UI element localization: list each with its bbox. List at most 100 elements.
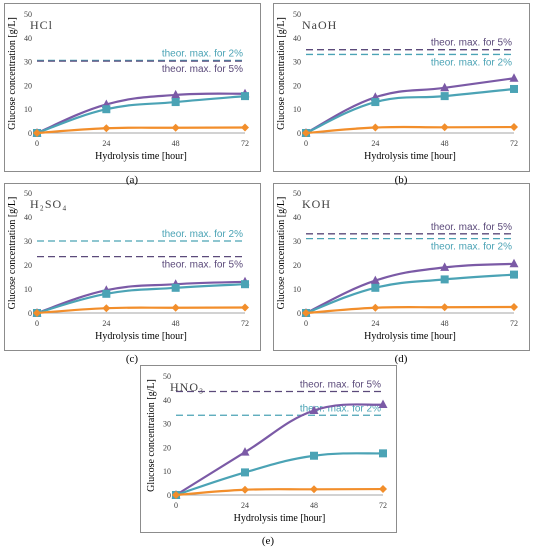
chart-panel-h2so4 [4, 183, 261, 351]
series-line-purple-hcl [36, 92, 246, 135]
x-tick-label-h2so4: 48 [172, 319, 180, 328]
y-tick-label-h2so4: 40 [24, 213, 32, 222]
chart-panel-hno3 [140, 365, 397, 533]
x-tick-label-hno3: 72 [379, 501, 387, 510]
caption-a: (a) [125, 174, 139, 186]
data-point-diamond-naoh [302, 129, 310, 137]
series-line-orange-hcl [36, 126, 246, 135]
series-line-orange-h2so4 [36, 306, 246, 315]
data-point-diamond-h2so4 [102, 304, 111, 313]
theor-max-label-hno3: theor. max. for 2% [300, 403, 381, 414]
x-tick-label-naoh: 48 [441, 139, 449, 148]
theor-max-label-h2so4: theor. max. for 5% [162, 260, 243, 271]
series-line-teal-hcl [36, 95, 246, 135]
y-tick-label-hcl: 50 [24, 10, 32, 19]
x-tick-label-naoh: 72 [510, 139, 518, 148]
data-point-square-hno3 [241, 468, 249, 477]
data-point-diamond-naoh [510, 123, 518, 132]
x-tick-label-koh: 48 [441, 319, 449, 328]
series-line-teal-naoh [305, 87, 515, 135]
y-tick-label-hno3: 30 [163, 420, 171, 429]
data-point-diamond-hcl [171, 123, 180, 132]
data-point-diamond-h2so4 [33, 309, 41, 317]
chart-title-h2so4: H₂SO₄ [30, 197, 68, 211]
data-point-diamond-koh [302, 309, 310, 317]
data-point-diamond-h2so4 [241, 303, 249, 312]
x-axis-label-koh: Hydrolysis time [hour] [364, 331, 456, 342]
data-point-diamond-h2so4 [171, 303, 180, 312]
caption-e: (e) [261, 535, 275, 547]
data-point-diamond-koh [510, 303, 518, 311]
theor-max-label-h2so4: theor. max. for 2% [162, 229, 243, 240]
x-tick-label-hcl: 72 [241, 139, 249, 148]
x-tick-label-hcl: 0 [35, 139, 39, 148]
y-tick-label-hcl: 20 [24, 81, 32, 90]
theor-max-label-hno3: theor. max. for 5% [300, 379, 381, 390]
theor-max-label-hcl: theor. max. for 2% [162, 48, 243, 59]
x-tick-label-koh: 24 [371, 319, 379, 328]
data-point-square-h2so4 [102, 289, 111, 298]
theor-max-label-hcl: theor. max. for 5% [162, 64, 243, 75]
chart-title-hcl: HCl [30, 18, 54, 32]
x-axis-label-hno3: Hydrolysis time [hour] [234, 513, 326, 524]
y-tick-label-hno3: 0 [167, 491, 171, 500]
series-line-teal-hno3 [175, 452, 384, 497]
theor-max-label-koh: theor. max. for 5% [431, 222, 512, 233]
x-tick-label-hno3: 48 [310, 501, 318, 510]
series-line-orange-koh [305, 305, 515, 315]
y-tick-label-hno3: 50 [163, 372, 171, 381]
data-point-diamond-hcl [102, 124, 111, 133]
series-line-orange-hno3 [175, 487, 384, 497]
y-tick-label-koh: 40 [293, 213, 301, 222]
data-point-square-naoh [371, 98, 380, 107]
y-tick-label-hno3: 10 [163, 467, 171, 476]
data-point-square-hcl [241, 92, 249, 101]
x-tick-label-hno3: 24 [241, 501, 249, 510]
data-point-triangle-hno3 [240, 447, 250, 456]
x-tick-label-h2so4: 72 [241, 319, 249, 328]
series-line-purple-hno3 [175, 403, 384, 496]
y-tick-label-hno3: 40 [163, 396, 171, 405]
y-tick-label-naoh: 30 [293, 58, 301, 67]
data-point-square-naoh [510, 84, 518, 93]
data-point-diamond-naoh [440, 123, 449, 132]
chart-panel-koh [273, 183, 530, 351]
x-tick-label-naoh: 0 [304, 139, 308, 148]
x-tick-label-hcl: 24 [102, 139, 110, 148]
y-tick-label-naoh: 10 [293, 105, 301, 114]
series-line-teal-koh [305, 273, 515, 315]
data-point-triangle-naoh [509, 73, 519, 82]
chart-title-hno3: HNO₃ [170, 380, 205, 394]
data-point-triangle-koh [370, 275, 380, 285]
caption-d: (d) [394, 353, 408, 365]
y-tick-label-koh: 30 [293, 237, 301, 246]
y-axis-label-naoh: Glucose concentration [g/L] [276, 17, 287, 130]
caption-b: (b) [394, 174, 408, 186]
caption-c: (c) [125, 353, 139, 365]
x-tick-label-koh: 72 [510, 319, 518, 328]
data-point-square-h2so4 [241, 280, 249, 289]
y-axis-label-hno3: Glucose concentration [g/L] [146, 379, 157, 492]
data-point-square-koh [371, 283, 380, 292]
data-point-square-h2so4 [171, 283, 180, 292]
data-point-diamond-hno3 [310, 485, 318, 494]
chart-title-naoh: NaOH [302, 18, 338, 32]
data-point-square-koh [440, 275, 449, 284]
x-tick-label-hcl: 48 [172, 139, 180, 148]
y-tick-label-h2so4: 0 [28, 309, 32, 318]
series-line-purple-h2so4 [36, 280, 246, 315]
y-tick-label-h2so4: 30 [24, 237, 32, 246]
chart-title-koh: KOH [302, 197, 331, 211]
y-axis-label-koh: Glucose concentration [g/L] [276, 197, 287, 310]
y-tick-label-h2so4: 20 [24, 261, 32, 270]
y-axis-label-h2so4: Glucose concentration [g/L] [7, 197, 18, 310]
y-tick-label-koh: 0 [297, 309, 301, 318]
theor-max-label-naoh: theor. max. for 5% [431, 38, 512, 49]
data-point-diamond-koh [371, 303, 380, 312]
y-tick-label-hno3: 20 [163, 443, 171, 452]
x-axis-label-h2so4: Hydrolysis time [hour] [95, 331, 187, 342]
y-tick-label-koh: 50 [293, 189, 301, 198]
data-point-diamond-hno3 [241, 485, 249, 494]
data-point-diamond-hno3 [379, 485, 387, 494]
